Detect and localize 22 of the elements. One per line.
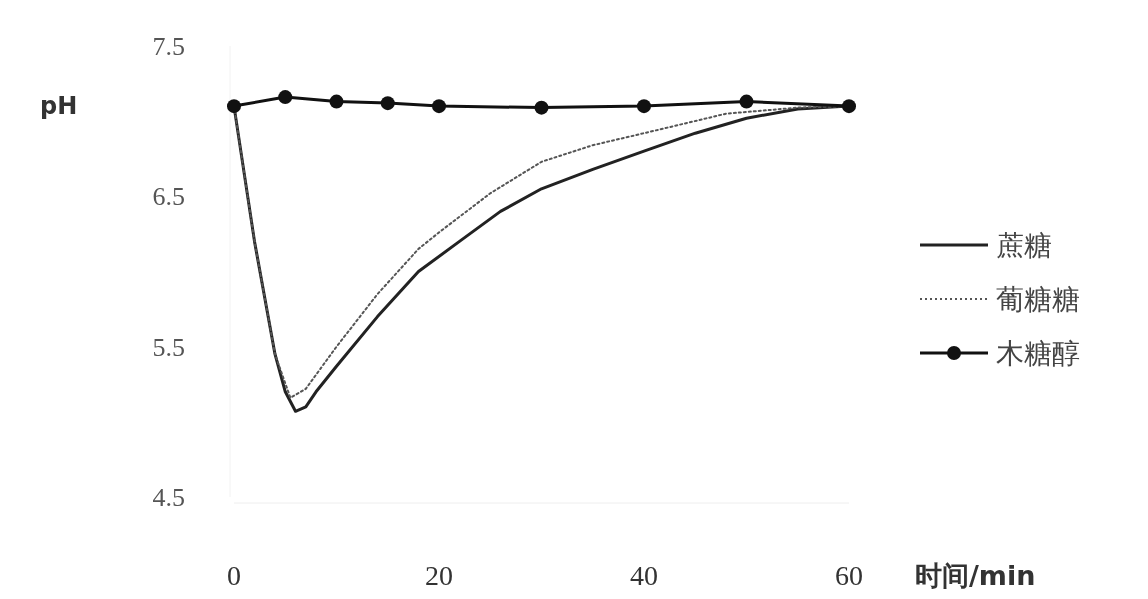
point xyxy=(534,100,549,115)
x-tick-label: 60 xyxy=(835,560,863,591)
x-tick-label: 0 xyxy=(227,560,241,591)
y-tick-label: 5.5 xyxy=(152,332,185,362)
y-tick-label: 6.5 xyxy=(152,182,185,212)
x-tick-label: 40 xyxy=(630,560,658,591)
point xyxy=(380,96,395,111)
legend-label: 木糖醇 xyxy=(996,337,1080,370)
y-tick-label: 7.5 xyxy=(152,32,185,61)
point xyxy=(637,99,651,114)
y-tick-label: 4.5 xyxy=(152,483,185,512)
x-axis-title: 时间/min xyxy=(915,560,1036,591)
point xyxy=(432,99,446,114)
y-axis-title: pH xyxy=(40,92,78,120)
point xyxy=(278,90,293,105)
point xyxy=(227,99,241,114)
point xyxy=(739,94,754,109)
legend-label: 葡糖糖 xyxy=(996,283,1080,316)
legend-label: 蔗糖 xyxy=(996,229,1052,262)
point xyxy=(842,99,856,114)
x-tick-label: 20 xyxy=(425,560,453,591)
point xyxy=(329,94,344,109)
